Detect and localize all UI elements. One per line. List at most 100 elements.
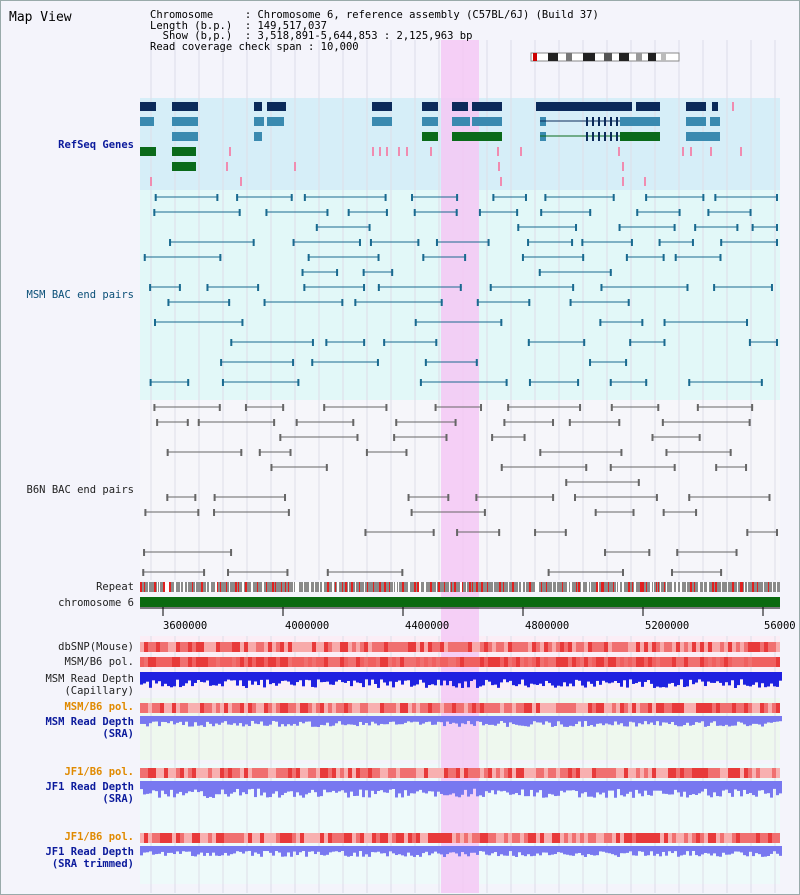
pol-cell	[592, 768, 596, 778]
pol-cell	[544, 642, 548, 652]
depth-bar	[332, 716, 335, 726]
pol-cell	[160, 768, 164, 778]
depth-bar	[209, 716, 212, 724]
depth-bar	[701, 846, 704, 855]
repeat-mark	[195, 582, 196, 592]
depth-bar	[698, 672, 701, 680]
pol-cell	[348, 657, 352, 667]
b6n-bac-pair-end	[240, 449, 243, 456]
depth-bar	[302, 716, 305, 724]
depth-bar	[773, 781, 776, 789]
depth-bar	[635, 716, 638, 727]
repeat-mark	[451, 582, 452, 592]
depth-bar	[191, 716, 194, 727]
depth-bar	[233, 781, 236, 793]
track-label-b6n-bac[interactable]: B6N BAC end pairs	[26, 484, 134, 496]
pol-cell	[452, 703, 456, 713]
pol-cell	[448, 703, 452, 713]
pol-cell	[300, 768, 304, 778]
track-label-refseq[interactable]: RefSeq Genes	[58, 139, 134, 151]
depth-bar	[746, 846, 749, 857]
repeat-mark	[601, 582, 603, 592]
pol-cell	[248, 703, 252, 713]
msm-bac-pair-end	[236, 194, 239, 201]
pol-cell	[708, 703, 712, 713]
pol-cell	[288, 642, 292, 652]
depth-bar	[560, 672, 563, 687]
pol-cell	[492, 703, 496, 713]
pol-cell	[616, 642, 620, 652]
pol-cell	[244, 657, 248, 667]
depth-bar	[608, 672, 611, 684]
track-label-msm-bac[interactable]: MSM BAC end pairs	[26, 289, 134, 301]
pol-cell	[424, 657, 428, 667]
pol-cell	[576, 833, 580, 843]
depth-bar	[158, 781, 161, 798]
pol-cell	[720, 657, 724, 667]
repeat-mark	[285, 582, 286, 592]
pol-cell	[280, 657, 284, 667]
depth-bar	[332, 672, 335, 685]
depth-bar	[278, 781, 281, 798]
depth-bar	[434, 781, 437, 797]
depth-bar	[593, 672, 596, 687]
gene-marker	[498, 162, 500, 171]
depth-bar	[167, 716, 170, 724]
msm-bac-pair-end	[538, 269, 541, 276]
b6n-bac-pair-end	[662, 509, 665, 516]
depth-bar	[311, 672, 314, 687]
pol-cell	[276, 657, 280, 667]
pol-cell	[356, 657, 360, 667]
depth-bar	[587, 846, 590, 855]
gene-marker	[229, 147, 231, 156]
pol-cell	[596, 768, 600, 778]
depth-bar	[227, 846, 230, 856]
depth-bar	[761, 716, 764, 727]
depth-bar	[497, 846, 500, 857]
pol-cell	[748, 833, 752, 843]
depth-bar	[392, 846, 395, 854]
ideogram-band	[619, 53, 629, 61]
depth-bar	[479, 716, 482, 722]
depth-bar	[314, 716, 317, 727]
pol-cell	[308, 657, 312, 667]
depth-bar	[719, 846, 722, 857]
gene-exon	[616, 132, 618, 141]
pol-cell	[244, 833, 248, 843]
depth-bar	[152, 846, 155, 855]
b6n-bac-pair-end	[286, 569, 289, 576]
pol-cell	[612, 833, 616, 843]
depth-bar	[227, 716, 230, 725]
gene-block	[452, 102, 468, 111]
pol-cell	[204, 657, 208, 667]
pol-cell	[500, 703, 504, 713]
depth-bar	[404, 672, 407, 681]
gene-marker	[622, 177, 624, 186]
depth-bar	[515, 781, 518, 794]
depth-bar	[479, 672, 482, 687]
depth-bar	[545, 672, 548, 681]
depth-bar	[686, 846, 689, 852]
gene-marker	[732, 102, 734, 111]
depth-bar	[299, 846, 302, 853]
pol-cell	[724, 703, 728, 713]
depth-bar	[257, 846, 260, 854]
depth-bar	[521, 716, 524, 726]
depth-bar	[764, 672, 767, 688]
coverage-span-line: Read coverage check span : 10,000	[150, 40, 359, 53]
pol-cell	[260, 833, 264, 843]
msm-bac-pair-end	[311, 359, 314, 366]
depth-bar	[539, 781, 542, 791]
pol-cell	[280, 833, 284, 843]
depth-bar	[755, 846, 758, 854]
pol-cell	[380, 768, 384, 778]
ideogram-band	[648, 53, 656, 61]
repeat-mark	[556, 582, 557, 592]
msm-bac-pair-end	[369, 239, 372, 246]
depth-bar	[305, 716, 308, 722]
depth-bar	[164, 672, 167, 684]
repeat-mark	[587, 582, 589, 592]
depth-bar	[182, 846, 185, 852]
pol-cell	[500, 833, 504, 843]
